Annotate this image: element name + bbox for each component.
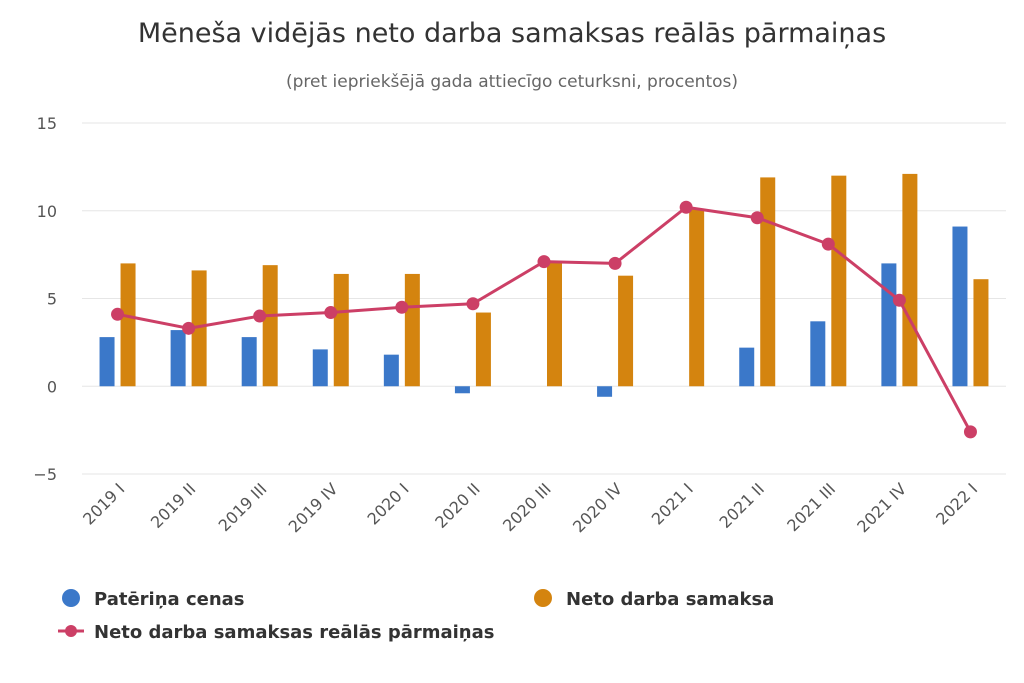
x-tick-label: 2019 IV <box>285 479 342 536</box>
y-tick-label: 15 <box>37 114 57 133</box>
legend-item-real-change[interactable]: Neto darba samaksas reālās pārmaiņas <box>58 622 494 643</box>
chart-title: Mēneša vidējās neto darba samaksas reālā… <box>138 18 886 49</box>
legend[interactable]: Patēriņa cenas Neto darba samaksa Neto d… <box>58 589 774 643</box>
bar-net-wage[interactable] <box>760 177 776 387</box>
point-real-change[interactable] <box>750 211 764 225</box>
point-real-change[interactable] <box>111 307 125 321</box>
legend-label-net-wage: Neto darba samaksa <box>566 589 774 610</box>
point-real-change[interactable] <box>963 425 977 439</box>
y-tick-label: 5 <box>47 290 57 309</box>
x-tick-label: 2021 I <box>648 479 697 528</box>
x-tick-label: 2020 I <box>364 479 413 528</box>
bar-consumer-prices[interactable] <box>952 226 968 387</box>
bar-net-wage[interactable] <box>191 270 207 387</box>
legend-label-real-change: Neto darba samaksas reālās pārmaiņas <box>94 622 494 643</box>
point-real-change[interactable] <box>537 255 551 269</box>
bar-consumer-prices[interactable] <box>312 349 328 387</box>
bar-net-wage[interactable] <box>262 265 278 387</box>
x-tick-label: 2022 I <box>932 479 981 528</box>
y-tick-label: 0 <box>47 377 57 396</box>
point-real-change[interactable] <box>679 200 693 214</box>
point-real-change[interactable] <box>892 293 906 307</box>
x-tick-label: 2020 III <box>499 479 555 535</box>
bar-net-wage[interactable] <box>831 175 847 387</box>
bar-consumer-prices[interactable] <box>454 386 470 394</box>
bar-consumer-prices[interactable] <box>597 386 613 397</box>
point-real-change[interactable] <box>466 297 480 311</box>
bar-net-wage[interactable] <box>618 275 634 387</box>
bars-layer <box>99 173 989 397</box>
point-real-change[interactable] <box>608 256 622 270</box>
bar-consumer-prices[interactable] <box>810 321 826 387</box>
bar-consumer-prices[interactable] <box>241 337 257 387</box>
bar-consumer-prices[interactable] <box>170 330 186 387</box>
point-real-change[interactable] <box>821 237 835 251</box>
y-tick-label: −5 <box>33 465 57 484</box>
x-tick-label: 2021 IV <box>853 479 910 536</box>
legend-marker-net-wage <box>534 589 552 607</box>
legend-item-consumer-prices[interactable]: Patēriņa cenas <box>62 589 245 610</box>
x-tick-label: 2019 III <box>215 479 271 535</box>
x-tick-label: 2021 II <box>716 479 769 532</box>
line-layer <box>111 200 977 439</box>
bar-net-wage[interactable] <box>333 273 349 387</box>
bar-net-wage[interactable] <box>902 173 918 387</box>
grid-layer: 15 10 5 0 −5 <box>33 114 1006 484</box>
legend-label-consumer-prices: Patēriņa cenas <box>94 589 245 610</box>
bar-consumer-prices[interactable] <box>739 347 755 387</box>
bar-net-wage[interactable] <box>120 263 136 387</box>
x-tick-label: 2019 I <box>79 479 128 528</box>
legend-item-net-wage[interactable]: Neto darba samaksa <box>534 589 774 610</box>
legend-marker-real-change <box>65 625 77 637</box>
x-tick-label: 2020 IV <box>569 479 626 536</box>
bar-net-wage[interactable] <box>973 279 989 387</box>
legend-marker-consumer-prices <box>62 589 80 607</box>
x-tick-label: 2020 II <box>431 479 484 532</box>
bar-net-wage[interactable] <box>689 208 705 387</box>
x-axis: 2019 I 2019 II 2019 III 2019 IV 2020 I 2020 I… <box>79 479 981 536</box>
bar-net-wage[interactable] <box>404 273 420 387</box>
y-tick-label: 10 <box>37 202 57 221</box>
bar-net-wage[interactable] <box>547 261 562 387</box>
bar-net-wage[interactable] <box>475 312 491 387</box>
x-tick-label: 2021 III <box>783 479 839 535</box>
x-tick-label: 2019 II <box>147 479 200 532</box>
point-real-change[interactable] <box>253 309 267 323</box>
point-real-change[interactable] <box>182 321 196 335</box>
bar-consumer-prices[interactable] <box>881 263 897 387</box>
point-real-change[interactable] <box>395 300 409 314</box>
point-real-change[interactable] <box>324 306 338 320</box>
chart-subtitle: (pret iepriekšējā gada attiecīgo ceturks… <box>286 72 738 92</box>
bar-consumer-prices[interactable] <box>383 354 399 387</box>
bar-consumer-prices[interactable] <box>99 337 115 387</box>
